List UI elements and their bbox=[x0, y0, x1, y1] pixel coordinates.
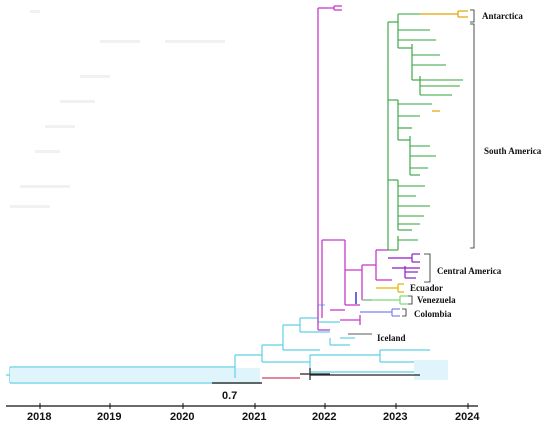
year-label-2022: 2022 bbox=[312, 411, 336, 422]
label-colombia: Colombia bbox=[414, 309, 452, 319]
colombia-clade bbox=[360, 308, 400, 317]
label-south-america: South America bbox=[484, 146, 542, 156]
south-america-clade bbox=[387, 13, 463, 251]
label-venezuela: Venezuela bbox=[417, 295, 456, 305]
year-label-2023: 2023 bbox=[383, 411, 407, 422]
scale-bar: 0.7 bbox=[212, 382, 262, 402]
dark-lineages bbox=[262, 368, 420, 380]
region-brackets bbox=[348, 9, 475, 335]
central-america-clade bbox=[388, 253, 420, 279]
antarctica-clade bbox=[420, 10, 468, 112]
ecuador-clade bbox=[376, 283, 404, 293]
venezuela-clade bbox=[362, 295, 408, 305]
background-ghost-labels bbox=[10, 10, 225, 208]
older-lineages bbox=[6, 304, 448, 384]
year-label-2020: 2020 bbox=[170, 411, 194, 422]
year-label-2024: 2024 bbox=[455, 411, 480, 422]
label-antarctica: Antarctica bbox=[482, 11, 523, 21]
time-axis: 2018 2019 2020 2021 2022 2023 2024 bbox=[6, 403, 480, 422]
year-label-2019: 2019 bbox=[97, 411, 121, 422]
year-label-2021: 2021 bbox=[242, 411, 266, 422]
label-central-america: Central America bbox=[437, 266, 502, 276]
label-ecuador: Ecuador bbox=[410, 283, 443, 293]
backbone-lineage bbox=[317, 5, 392, 331]
scale-bar-label: 0.7 bbox=[222, 390, 237, 402]
label-iceland: Iceland bbox=[377, 333, 406, 343]
year-label-2018: 2018 bbox=[27, 411, 51, 422]
